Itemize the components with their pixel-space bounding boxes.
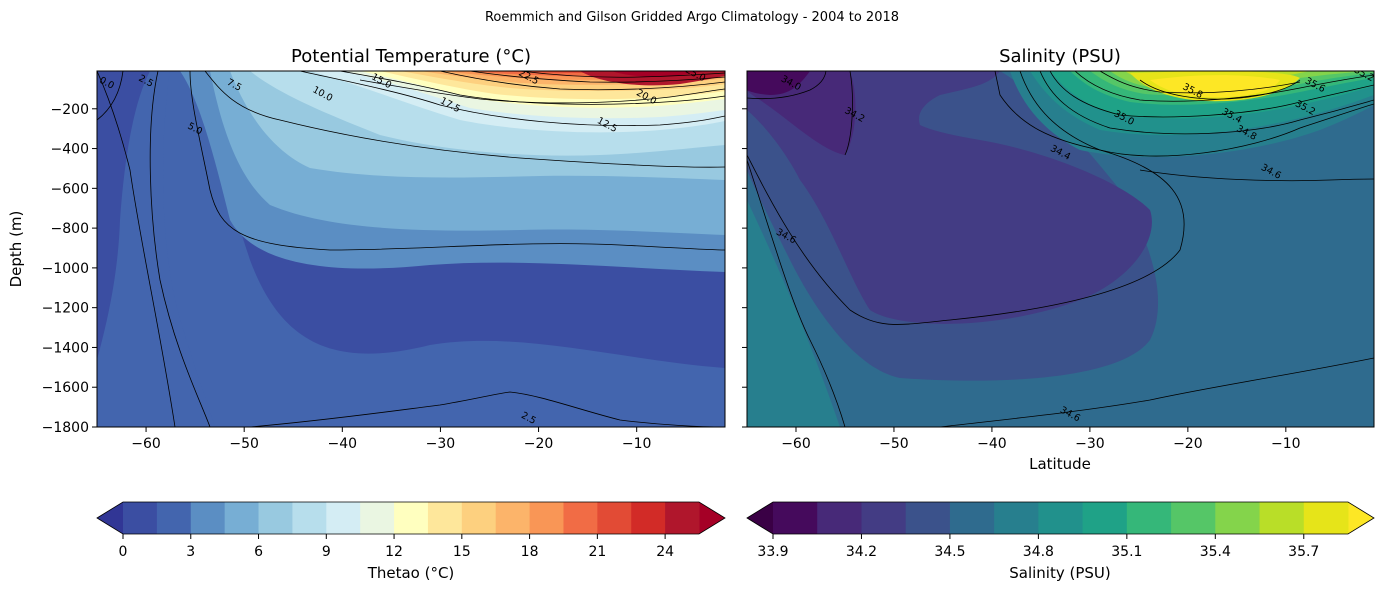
colorbar-swatch [461, 502, 497, 534]
colorbar-tick-label: 6 [254, 544, 263, 560]
colorbar-swatch [817, 502, 862, 534]
colorbar-swatch [224, 502, 260, 534]
colorbar-tick-label: 34.2 [846, 544, 877, 560]
colorbar-swatch [597, 502, 632, 534]
colorbar-tick-label: 34.8 [1023, 544, 1054, 560]
colorbar-swatch [394, 502, 429, 534]
colorbar-tick-label: 24 [656, 544, 674, 560]
temperature-y-tick-label: −400 [51, 142, 89, 158]
colorbar-swatch [773, 502, 818, 534]
colorbar-swatch [905, 502, 951, 534]
salinity-colorbar: 33.9 34.2 34.5 34.8 35.1 35.4 35.7 [746, 501, 1375, 560]
temperature-x-tick-label: −50 [229, 436, 259, 452]
colorbar-tick-label: 9 [322, 544, 331, 560]
colorbar-over-extension [699, 502, 725, 534]
temperature-y-tick-label: −1400 [42, 340, 89, 356]
salinity-axes-frame [746, 70, 1375, 428]
salinity-x-tick-label: −40 [977, 436, 1007, 452]
temperature-y-tick-label: −1000 [42, 261, 89, 277]
temperature-x-tick-label: −40 [328, 436, 358, 452]
temperature-colorbar: 0 3 6 9 12 15 18 21 24 [96, 501, 726, 560]
colorbar-swatch [1259, 502, 1305, 534]
colorbar-tick-label: 3 [186, 544, 195, 560]
colorbar-tick-label: 21 [588, 544, 606, 560]
colorbar-under-extension [97, 502, 123, 534]
salinity-x-tick-label: −30 [1075, 436, 1105, 452]
colorbar-swatch [1303, 502, 1349, 534]
temperature-panel: Potential Temperature (°C) [7, 46, 726, 452]
temperature-x-tick-label: −10 [622, 436, 652, 452]
temperature-y-label: Depth (m) [7, 211, 25, 288]
colorbar-swatch [563, 502, 598, 534]
colorbar-swatch [1171, 502, 1216, 534]
temperature-y-tick-label: −1800 [42, 420, 89, 436]
colorbar-tick-label: 35.7 [1288, 544, 1319, 560]
salinity-panel: Salinity (PSU) [742, 46, 1375, 473]
colorbar-swatch [665, 502, 700, 534]
temperature-field: 0.0 2.5 7.55.010.015.0 22.5 25.020.017.512.5… [97, 71, 725, 427]
colorbar-over-extension [1348, 502, 1374, 534]
colorbar-swatch [427, 502, 463, 534]
temperature-x-tick-label: −60 [131, 436, 161, 452]
salinity-title: Salinity (PSU) [999, 46, 1121, 67]
colorbar-swatch [495, 502, 531, 534]
temperature-y-axis: −200 −400 −600 −800 −1000 −1200 −1400 −1600 −180… [42, 102, 97, 436]
temperature-y-tick-label: −200 [51, 102, 89, 118]
colorbar-swatch [1082, 502, 1128, 534]
colorbar-swatch [123, 502, 158, 534]
colorbar-swatch [258, 502, 293, 534]
colorbar-swatch [292, 502, 327, 534]
salinity-colorbar-label: Salinity (PSU) [1009, 564, 1111, 582]
colorbar-swatch [360, 502, 395, 534]
colorbar-swatch [1038, 502, 1084, 534]
salinity-x-tick-label: −60 [781, 436, 811, 452]
colorbar-swatch [326, 502, 361, 534]
temperature-x-tick-label: −30 [426, 436, 456, 452]
figure-suptitle: Roemmich and Gilson Gridded Argo Climato… [485, 10, 899, 25]
temperature-y-tick-label: −800 [51, 221, 89, 237]
temperature-axes-frame [96, 70, 726, 428]
temperature-colorbar-label: Thetao (°C) [367, 564, 455, 582]
colorbar-tick-label: 18 [521, 544, 539, 560]
colorbar-swatch [994, 502, 1039, 534]
colorbar-swatch [529, 502, 564, 534]
salinity-x-tick-label: −10 [1271, 436, 1301, 452]
salinity-x-label: Latitude [1029, 455, 1091, 473]
temperature-y-tick-label: −600 [51, 181, 89, 197]
colorbar-under-extension [747, 502, 773, 534]
colorbar-swatch [156, 502, 192, 534]
colorbar-swatch [631, 502, 666, 534]
colorbar-swatch [861, 502, 907, 534]
temperature-x-axis: −60 −50 −40 −30 −20 −10 [131, 427, 651, 452]
salinity-x-axis: −60 −50 −40 −30 −20 −10 [781, 427, 1301, 452]
salinity-x-tick-label: −20 [1173, 436, 1203, 452]
temperature-y-tick-label: −1600 [42, 380, 89, 396]
temperature-title: Potential Temperature (°C) [291, 46, 531, 67]
colorbar-tick-label: 34.5 [934, 544, 965, 560]
colorbar-tick-label: 12 [385, 544, 403, 560]
colorbar-tick-label: 0 [119, 544, 128, 560]
colorbar-swatch [949, 502, 995, 534]
colorbar-tick-label: 35.4 [1200, 544, 1231, 560]
colorbar-tick-label: 35.1 [1111, 544, 1142, 560]
salinity-field: 34.034.234.434.635.035.8 35.635.235.4 35.2… [747, 71, 1374, 427]
salinity-x-tick-label: −50 [879, 436, 909, 452]
salinity-y-axis [742, 108, 747, 428]
temperature-x-tick-label: −20 [524, 436, 554, 452]
colorbar-swatch [1126, 502, 1172, 534]
colorbar-swatch [1215, 502, 1261, 534]
colorbar-tick-label: 15 [453, 544, 471, 560]
temperature-y-tick-label: −1200 [42, 301, 89, 317]
colorbar-swatch [190, 502, 226, 534]
colorbar-tick-label: 33.9 [757, 544, 788, 560]
